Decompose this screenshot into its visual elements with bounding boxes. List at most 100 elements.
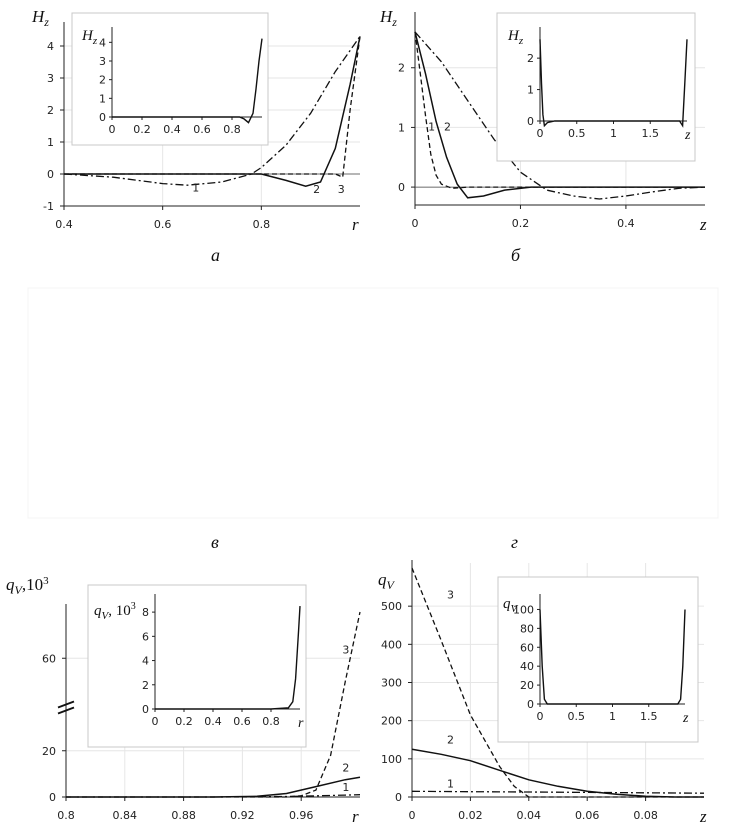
inset-y-tick-label: 80 [520,622,534,635]
inset-y-tick-label: 4 [99,36,106,49]
curve-label-1: 1 [447,777,454,790]
inset-xlabel: r [298,716,304,731]
inset-y-tick-label: 0 [527,115,534,128]
y-tick-label: 4 [47,40,54,53]
axis-break-mark [57,700,75,709]
x-tick-label: 0.06 [575,809,600,822]
inset-y-tick-label: 100 [513,603,534,616]
main-xlabel: r [352,215,359,234]
inset-ylabel: Hz [81,28,98,47]
y-tick-label: 0 [398,181,405,194]
inset-y-tick-label: 0 [99,111,106,124]
inset-x-tick-label: 0.8 [262,715,280,728]
inset-y-tick-label: 6 [142,630,149,643]
x-tick-label: 0.96 [289,809,314,822]
main-ylabel: qV,103 [6,575,49,597]
series-line-3 [66,611,361,798]
inset-frame [496,12,696,162]
x-tick-label: 0.02 [458,809,483,822]
y-tick-label: 20 [42,745,56,758]
inset-y-tick-label: 3 [99,55,106,68]
x-tick-label: 0.84 [113,809,138,822]
curve-label-3: 3 [447,589,454,602]
y-tick-label: 0 [395,791,402,804]
inset-series-line [539,609,686,705]
y-tick-label: 300 [381,677,402,690]
inset-y-tick-label: 0 [527,698,534,711]
y-tick-label: 1 [47,136,54,149]
y-tick-label: 400 [381,638,402,651]
inset-y-tick-label: 40 [520,660,534,673]
series-line-1 [411,790,705,794]
curve-label-2: 2 [342,762,349,775]
x-tick-label: 0.88 [171,809,196,822]
inset-x-tick-label: 1 [609,710,616,723]
y-tick-label: 2 [47,104,54,117]
inset-y-tick-label: 20 [520,679,534,692]
main-ylabel: Hz [31,7,49,29]
inset-y-tick-label: 1 [527,84,534,97]
curve-label-2: 2 [313,183,320,196]
x-tick-label: 0.2 [512,217,530,230]
inset-y-tick-label: 8 [142,606,149,619]
y-tick-label: -1 [43,200,54,213]
series-line-3 [64,36,361,179]
inset-x-tick-label: 1.5 [642,127,660,140]
inset-y-tick-label: 4 [142,655,149,668]
inset-xlabel: z [684,128,691,143]
inset-y-tick-label: 0 [142,703,149,716]
inset-y-tick-label: 2 [99,74,106,87]
x-tick-label: 0.4 [617,217,635,230]
main-xlabel: z [699,807,707,826]
x-tick-label: 0.92 [230,809,255,822]
series-line-2 [411,748,704,798]
inset-x-tick-label: 1 [610,127,617,140]
curve-label-1: 1 [192,182,199,195]
inset-x-tick-label: 1.5 [640,710,658,723]
inset-x-tick-label: 0 [537,710,544,723]
inset-x-tick-label: 0.5 [568,127,586,140]
panel-label-b: б [511,245,521,265]
y-tick-label: 0 [47,168,54,181]
main-xlabel: r [352,807,359,826]
inset-series-line [112,38,263,124]
curve-label-3: 3 [338,183,345,196]
inset-x-tick-label: 0 [109,123,116,136]
curve-label-1: 1 [428,120,435,133]
curve-label-3: 3 [342,644,349,657]
series-line-2 [414,31,705,199]
x-tick-label: 0.8 [253,218,271,231]
inset-ylabel: Hz [507,28,524,47]
y-tick-label: 3 [47,72,54,85]
inset-ylabel: qV, 103 [94,601,136,622]
series-line-3 [411,567,704,798]
inset-x-tick-label: 0.4 [163,123,181,136]
x-tick-label: 0.04 [517,809,542,822]
inset-y-tick-label: 2 [527,52,534,65]
inset-y-tick-label: 2 [142,679,149,692]
x-tick-label: 0.8 [57,809,75,822]
series-line-2 [66,776,361,798]
x-tick-label: 0.08 [633,809,658,822]
main-ylabel: Hz [379,7,397,29]
inset-y-tick-label: 1 [99,92,106,105]
x-tick-label: 0 [409,809,416,822]
inset-frame [71,12,269,146]
inset-xlabel: z [682,711,689,726]
x-tick-label: 0 [412,217,419,230]
curve-label-1: 1 [342,781,349,794]
y-tick-label: 500 [381,600,402,613]
empty-panel-frame [27,287,719,519]
main-ylabel: qV [378,570,396,592]
inset-series-line [155,606,301,710]
inset-x-tick-label: 0.6 [193,123,211,136]
inset-frame [497,576,699,743]
inset-x-tick-label: 0.2 [175,715,193,728]
inset-x-tick-label: 0.2 [133,123,151,136]
curve-label-2: 2 [444,120,451,133]
inset-frame [87,584,307,748]
y-tick-label: 100 [381,753,402,766]
